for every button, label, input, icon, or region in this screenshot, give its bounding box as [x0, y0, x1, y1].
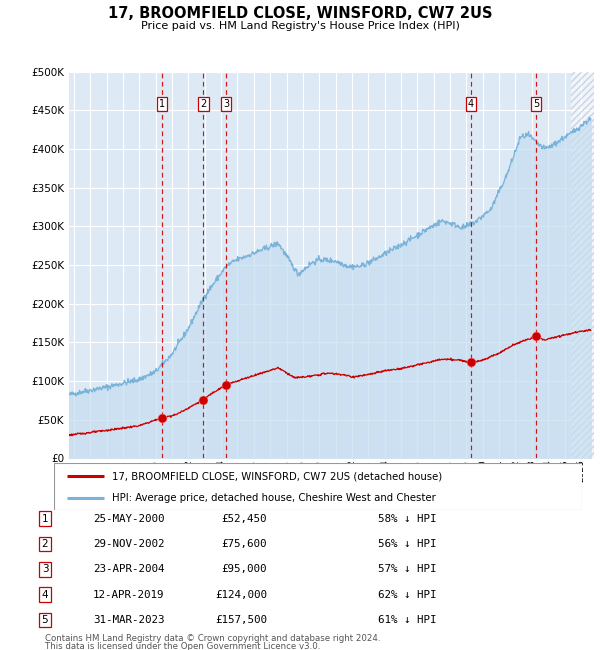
Bar [571, 72, 594, 458]
Text: 17, BROOMFIELD CLOSE, WINSFORD, CW7 2US (detached house): 17, BROOMFIELD CLOSE, WINSFORD, CW7 2US … [112, 471, 442, 481]
Text: 23-APR-2004: 23-APR-2004 [93, 564, 164, 575]
Text: 58% ↓ HPI: 58% ↓ HPI [378, 514, 437, 524]
Text: 5: 5 [41, 615, 49, 625]
Text: 3: 3 [41, 564, 49, 575]
Text: 57% ↓ HPI: 57% ↓ HPI [378, 564, 437, 575]
Text: £95,000: £95,000 [221, 564, 267, 575]
Text: 61% ↓ HPI: 61% ↓ HPI [378, 615, 437, 625]
Text: 62% ↓ HPI: 62% ↓ HPI [378, 590, 437, 600]
Text: 1: 1 [159, 99, 165, 109]
Text: 1: 1 [41, 514, 49, 524]
Text: 4: 4 [41, 590, 49, 600]
Text: 29-NOV-2002: 29-NOV-2002 [93, 539, 164, 549]
Text: Price paid vs. HM Land Registry's House Price Index (HPI): Price paid vs. HM Land Registry's House … [140, 21, 460, 31]
Text: £124,000: £124,000 [215, 590, 267, 600]
Text: HPI: Average price, detached house, Cheshire West and Chester: HPI: Average price, detached house, Ches… [112, 493, 436, 502]
Text: 17, BROOMFIELD CLOSE, WINSFORD, CW7 2US: 17, BROOMFIELD CLOSE, WINSFORD, CW7 2US [108, 6, 492, 21]
Text: £75,600: £75,600 [221, 539, 267, 549]
Text: 25-MAY-2000: 25-MAY-2000 [93, 514, 164, 524]
Text: Contains HM Land Registry data © Crown copyright and database right 2024.: Contains HM Land Registry data © Crown c… [45, 634, 380, 644]
Text: 4: 4 [468, 99, 474, 109]
Text: 56% ↓ HPI: 56% ↓ HPI [378, 539, 437, 549]
Text: 12-APR-2019: 12-APR-2019 [93, 590, 164, 600]
Text: £157,500: £157,500 [215, 615, 267, 625]
FancyBboxPatch shape [54, 463, 582, 510]
Text: £52,450: £52,450 [221, 514, 267, 524]
Text: 3: 3 [223, 99, 229, 109]
Text: 31-MAR-2023: 31-MAR-2023 [93, 615, 164, 625]
Text: This data is licensed under the Open Government Licence v3.0.: This data is licensed under the Open Gov… [45, 642, 320, 650]
Text: 2: 2 [41, 539, 49, 549]
Text: 2: 2 [200, 99, 206, 109]
Text: 5: 5 [533, 99, 539, 109]
